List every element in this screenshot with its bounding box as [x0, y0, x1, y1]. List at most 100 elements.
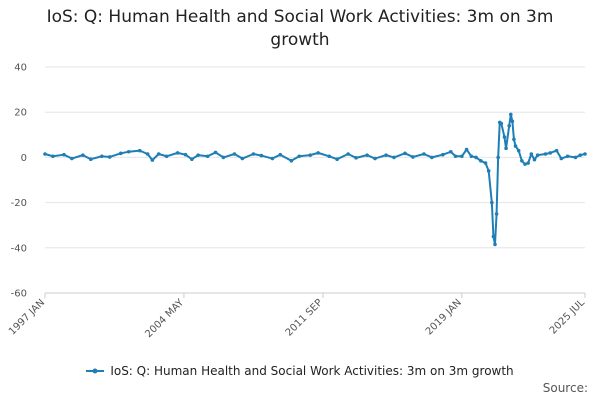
data-point	[373, 156, 377, 161]
data-point	[526, 161, 530, 165]
data-point	[164, 154, 169, 159]
data-point	[70, 156, 74, 161]
data-point	[448, 149, 453, 154]
data-point	[565, 154, 570, 159]
data-point	[145, 152, 150, 156]
data-point	[490, 200, 494, 205]
data-point	[513, 144, 518, 148]
data-point	[346, 152, 350, 156]
y-tick-label: 0	[21, 153, 27, 164]
legend-label: IoS: Q: Human Health and Social Work Act…	[110, 364, 514, 378]
data-point	[297, 154, 302, 159]
data-point	[464, 147, 469, 152]
series-line	[44, 113, 586, 246]
x-tick-label: 2011 SEP	[284, 297, 325, 338]
legend-line-marker-icon	[86, 368, 105, 374]
data-point	[100, 154, 104, 159]
y-tick-label: 20	[14, 108, 27, 119]
legend: IoS: Q: Human Health and Social Work Act…	[0, 364, 600, 379]
data-point	[469, 154, 474, 159]
data-point	[578, 153, 583, 157]
data-point	[430, 155, 434, 160]
data-point	[508, 112, 513, 117]
data-point	[196, 153, 200, 157]
data-point	[491, 234, 496, 239]
data-point	[156, 152, 161, 156]
data-point	[240, 156, 245, 161]
data-point	[559, 156, 564, 161]
data-point	[88, 157, 93, 162]
data-point	[278, 152, 283, 157]
data-point	[270, 156, 275, 161]
data-point	[308, 153, 313, 157]
data-point	[289, 158, 294, 163]
source-label: Source:	[542, 381, 588, 395]
data-point	[384, 153, 388, 157]
data-point	[354, 156, 358, 160]
data-point	[150, 158, 155, 162]
data-point	[543, 152, 548, 156]
data-point	[499, 121, 504, 126]
data-point	[392, 155, 396, 160]
data-point	[529, 152, 534, 156]
data-point	[583, 152, 587, 156]
data-point	[507, 123, 512, 128]
x-tick-label: 2025 JUL	[548, 297, 588, 337]
x-tick-label: 2019 JAN	[424, 297, 464, 337]
chart-title: IoS: Q: Human Health and Social Work Act…	[46, 7, 554, 50]
data-point	[43, 152, 47, 156]
data-point	[205, 154, 210, 159]
y-tick-label: -40	[11, 243, 27, 254]
data-point	[494, 212, 499, 216]
data-point	[213, 150, 218, 155]
data-point	[478, 158, 483, 163]
data-point	[251, 152, 256, 156]
data-point	[512, 137, 516, 142]
y-tick-label: -20	[11, 198, 27, 209]
data-point	[62, 152, 66, 157]
data-point	[403, 151, 407, 156]
data-point	[365, 153, 369, 157]
data-point	[520, 158, 524, 163]
y-tick-label: 40	[14, 63, 27, 74]
data-point	[411, 155, 415, 159]
data-point	[523, 162, 527, 166]
data-point	[316, 151, 320, 155]
data-point	[510, 119, 515, 124]
data-point	[486, 169, 491, 173]
data-point	[107, 155, 112, 159]
data-point	[335, 157, 339, 162]
data-point	[483, 161, 488, 165]
data-point	[175, 151, 180, 155]
data-point	[232, 152, 237, 156]
data-point	[126, 149, 131, 154]
data-point	[190, 157, 194, 162]
data-point	[259, 153, 264, 158]
data-point	[460, 154, 464, 159]
x-tick-label: 1997 JAN	[7, 297, 47, 337]
data-point	[474, 155, 478, 160]
data-point	[51, 154, 55, 159]
data-point	[516, 148, 521, 153]
data-point	[183, 152, 188, 157]
data-point	[573, 155, 578, 160]
data-point	[118, 151, 123, 156]
data-point	[554, 148, 559, 153]
data-point	[496, 155, 500, 160]
data-point	[441, 152, 445, 157]
data-point	[327, 154, 332, 159]
x-tick-label: 2004 MAY	[143, 297, 186, 340]
data-point	[221, 155, 226, 160]
data-point	[422, 152, 426, 156]
data-point	[453, 154, 458, 159]
data-point	[535, 153, 540, 157]
data-point	[493, 242, 497, 247]
data-point	[81, 153, 85, 157]
data-point	[532, 157, 537, 162]
data-point	[502, 135, 507, 139]
data-point	[137, 148, 142, 153]
data-point	[548, 151, 553, 155]
data-point	[504, 146, 508, 151]
y-tick-label: -60	[11, 289, 27, 300]
